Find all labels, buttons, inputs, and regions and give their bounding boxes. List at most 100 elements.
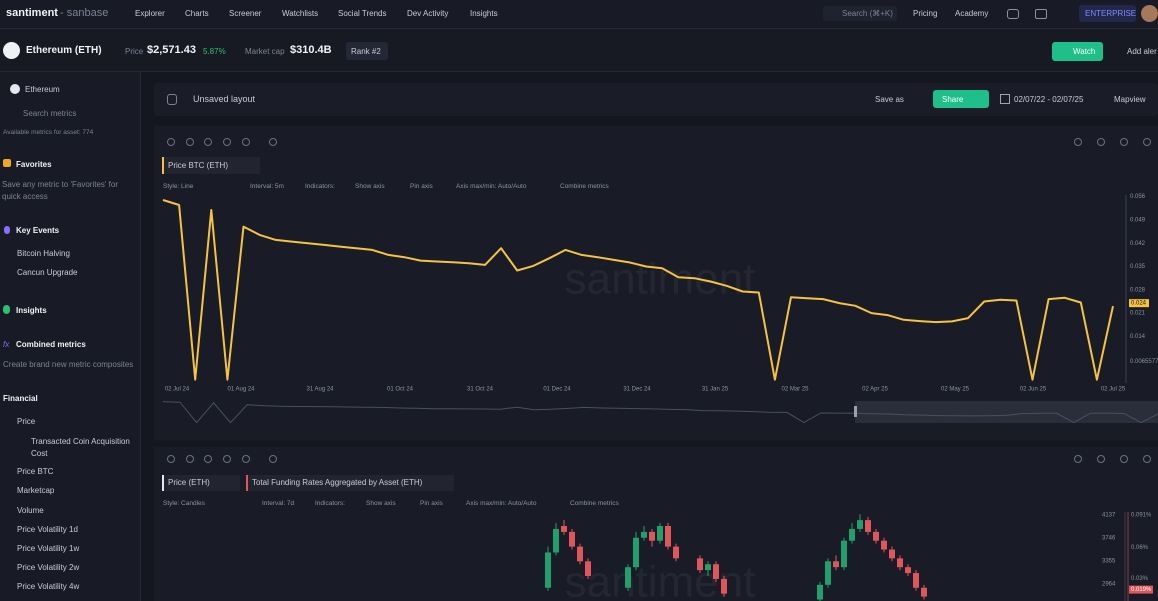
chart-setting[interactable]: Axis max/min: Auto/Auto [456,183,527,190]
x-tick-label: 02 Jul 24 [165,387,190,393]
sidebar-item[interactable]: Price Volatility 1w [17,544,80,553]
sidebar-item[interactable]: Price BTC [17,467,54,476]
sidebar-item[interactable]: Volume [17,506,44,515]
tool-icon [1120,455,1128,463]
plan[interactable]: ENTERPRISE [1085,9,1137,18]
chart-setting[interactable]: Interval: 7d [262,500,295,507]
asset-name[interactable]: Ethereum (ETH) [26,45,102,56]
candle-body [697,558,703,571]
sidebar-item[interactable]: Price [17,417,36,426]
metric-tag[interactable] [246,475,454,491]
chart-setting[interactable]: Style: Line [163,183,194,190]
chart-setting[interactable]: Pin axis [410,183,433,190]
watch-button[interactable] [1052,42,1103,61]
section-title[interactable]: Favorites [16,160,52,169]
nav-link[interactable]: Charts [185,9,209,18]
nav-link[interactable]: Explorer [135,9,165,18]
sidebar-item[interactable]: Bitcoin Halving [17,249,70,258]
sidebar-item[interactable]: Price Volatility 4w [17,582,80,591]
candle-body [705,564,711,571]
y-tick-label: 2964 [1102,582,1116,588]
tool-icon [204,455,212,463]
nav-link[interactable]: Insights [470,9,498,18]
brand[interactable]: santiment [6,7,58,19]
media-icon[interactable] [1035,9,1047,19]
x-tick-label: 02 May 25 [941,387,970,393]
sidebar-item[interactable]: Price Volatility 1d [17,525,78,534]
metric-name[interactable]: Price BTC (ETH) [168,161,228,170]
chart-setting[interactable]: Style: Candles [163,500,205,507]
rank[interactable]: Rank #2 [351,47,381,56]
eth-icon [10,84,20,94]
candle-body [561,526,567,532]
candle-body [825,561,831,585]
chart-setting[interactable]: Combine metrics [570,500,619,507]
y-tick-label: 0.042 [1130,241,1146,247]
chart-setting[interactable]: Indicators: [305,183,335,190]
nav-link[interactable]: Academy [955,9,989,18]
rank-badge[interactable] [346,42,388,60]
metric-tag[interactable] [162,475,240,491]
x-tick-label: 01 Dec 24 [543,387,571,393]
sidebar-item[interactable]: Price Volatility 2w [17,563,80,572]
metric-search[interactable]: Search metrics [23,109,77,118]
add-alert[interactable]: Add aler [1127,47,1157,56]
tool-icon [269,138,277,146]
chart-setting[interactable]: Pin axis [420,500,443,507]
chart-setting[interactable]: Show axis [366,500,396,507]
price-change: 5.87% [203,47,226,56]
metric-name[interactable]: Total Funding Rates Aggregated by Asset … [252,478,423,487]
section-title[interactable]: Key Events [16,226,60,235]
chart-setting[interactable]: Indicators: [315,500,345,507]
nav-link[interactable]: Pricing [913,9,938,18]
share-button[interactable] [933,90,989,108]
price-line [162,199,1114,381]
x-tick-label: 31 Oct 24 [467,387,494,393]
section-title[interactable]: Financial [3,394,38,403]
x-tick-label: 01 Oct 24 [387,387,414,393]
chart-setting[interactable]: Interval: 5m [250,183,284,190]
chart-setting[interactable]: Show axis [355,183,385,190]
current-value: 0.024 [1131,301,1147,307]
tool-icon [242,138,250,146]
plan-badge[interactable] [1079,5,1136,22]
avatar[interactable] [1141,5,1158,22]
insight-icon [3,305,10,314]
date-range[interactable]: 02/07/22 - 02/07/25 [1014,95,1084,104]
save-as[interactable]: Save as [875,95,904,104]
top-nav [0,0,1158,29]
layout-title[interactable]: Unsaved layout [193,94,256,104]
section-title[interactable]: Combined metrics [16,340,86,349]
candle-body [633,537,639,568]
watch[interactable]: Watch [1073,47,1096,56]
share[interactable]: Share [942,95,964,104]
metric-tag[interactable] [162,157,260,174]
x-tick-label: 01 Aug 24 [227,387,255,393]
nav-link[interactable]: Social Trends [338,9,387,18]
navigator-window[interactable] [855,401,1158,423]
asset-select[interactable]: Ethereum [25,85,60,94]
bell-icon [4,226,10,234]
chart-setting[interactable]: Axis max/min: Auto/Auto [466,500,537,507]
tool-icon [204,138,212,146]
sidebar-item[interactable]: Transacted Coin Acquisition Cost [31,437,130,458]
metric-name[interactable]: Price (ETH) [168,478,210,487]
y2-tick-label: 0.091% [1131,513,1152,519]
product: - sanbase [60,7,109,19]
candle-body [857,520,863,529]
y-tick-label: 0.056 [1130,194,1146,200]
chart-setting[interactable]: Combine metrics [560,183,609,190]
sidebar-item[interactable]: Cancun Upgrade [17,268,78,277]
sidebar-item[interactable]: Marketcap [17,486,55,495]
nav-link[interactable]: Watchlists [282,9,319,18]
search-box[interactable] [823,6,897,21]
star-icon [3,159,11,167]
mapview[interactable]: Mapview [1114,95,1146,104]
discord-icon[interactable] [1007,9,1019,19]
search[interactable]: Search (⌘+K) [842,9,893,18]
section-title[interactable]: Insights [16,306,47,315]
chart-panel [154,447,1158,601]
nav-link[interactable]: Dev Activity [407,9,449,18]
tool-icon [1097,455,1105,463]
nav-link[interactable]: Screener [229,9,262,18]
